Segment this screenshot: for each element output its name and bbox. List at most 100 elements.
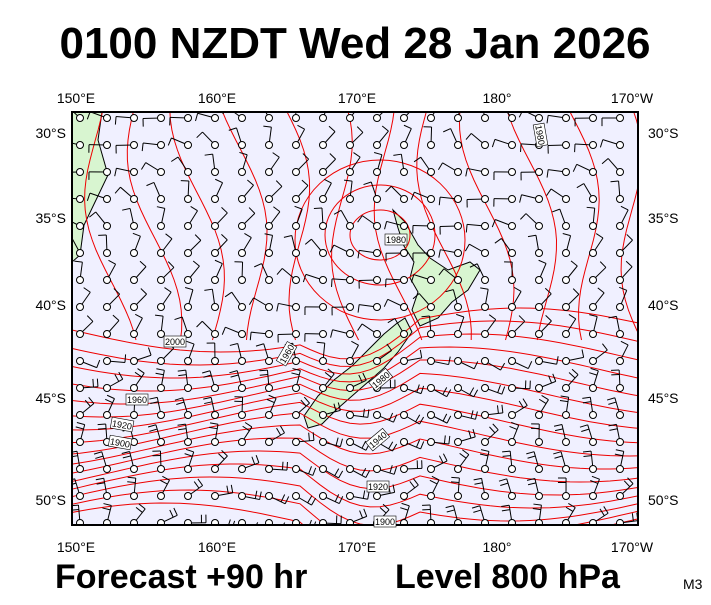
station	[347, 385, 354, 392]
station	[509, 169, 516, 176]
barb-flag	[259, 370, 267, 371]
lon-label: 170°E	[338, 539, 376, 555]
station	[455, 250, 462, 257]
station	[374, 493, 381, 500]
station	[320, 196, 327, 203]
level-label: Level 800 hPa	[395, 558, 621, 596]
station	[590, 169, 597, 176]
station	[239, 277, 246, 284]
station	[185, 115, 192, 122]
station	[212, 304, 219, 311]
station	[320, 304, 327, 311]
station	[617, 358, 624, 365]
barb-flag	[64, 237, 71, 241]
barb-flag	[611, 181, 619, 182]
station	[293, 169, 300, 176]
station	[131, 466, 138, 473]
station	[482, 331, 489, 338]
station	[482, 115, 489, 122]
station	[509, 412, 516, 419]
station	[77, 223, 84, 230]
station	[131, 493, 138, 500]
station	[374, 331, 381, 338]
station	[482, 358, 489, 365]
lon-label: 180°	[483, 90, 512, 106]
station	[77, 358, 84, 365]
station	[374, 250, 381, 257]
station	[563, 358, 570, 365]
station	[482, 304, 489, 311]
station	[158, 250, 165, 257]
station	[266, 196, 273, 203]
station	[455, 196, 462, 203]
station	[617, 385, 624, 392]
barb-flag	[422, 316, 430, 317]
station	[239, 115, 246, 122]
station	[266, 223, 273, 230]
station	[266, 493, 273, 500]
lat-label: 35°S	[648, 210, 679, 226]
station	[320, 439, 327, 446]
station	[77, 412, 84, 419]
lon-label: 170°W	[611, 90, 654, 106]
station	[536, 250, 543, 257]
lon-label: 150°E	[57, 90, 95, 106]
lon-label: 170°W	[611, 539, 654, 555]
station	[347, 277, 354, 284]
station	[347, 358, 354, 365]
station	[158, 439, 165, 446]
station	[590, 196, 597, 203]
station	[104, 331, 111, 338]
lat-label: 35°S	[35, 210, 66, 226]
station	[347, 169, 354, 176]
station	[509, 277, 516, 284]
station	[617, 115, 624, 122]
station	[239, 466, 246, 473]
lat-label: 50°S	[35, 492, 66, 508]
station	[401, 331, 408, 338]
station	[104, 196, 111, 203]
station	[617, 169, 624, 176]
station	[320, 358, 327, 365]
station	[320, 385, 327, 392]
station	[590, 277, 597, 284]
station	[239, 169, 246, 176]
station	[590, 493, 597, 500]
station	[374, 223, 381, 230]
station	[131, 115, 138, 122]
station	[104, 304, 111, 311]
barb-flag	[454, 99, 462, 101]
station	[482, 223, 489, 230]
station	[77, 385, 84, 392]
station	[590, 358, 597, 365]
contour-label: 1900	[374, 516, 396, 527]
barb-flag	[521, 144, 522, 152]
lon-label: 160°E	[198, 90, 236, 106]
station	[401, 358, 408, 365]
station	[266, 169, 273, 176]
station	[158, 169, 165, 176]
contour-label: 1980	[385, 234, 407, 245]
station	[536, 466, 543, 473]
station	[617, 250, 624, 257]
station	[482, 250, 489, 257]
barb-flag	[98, 429, 106, 430]
station	[428, 142, 435, 149]
station	[158, 223, 165, 230]
station	[293, 466, 300, 473]
station	[536, 277, 543, 284]
station	[563, 196, 570, 203]
station	[320, 412, 327, 419]
station	[563, 277, 570, 284]
contour-label-text: 1900	[375, 517, 395, 527]
station	[77, 493, 84, 500]
station	[77, 142, 84, 149]
station	[455, 439, 462, 446]
station	[374, 115, 381, 122]
barb-flag	[332, 279, 333, 287]
station	[293, 277, 300, 284]
barb-flag	[61, 198, 62, 206]
station	[401, 277, 408, 284]
station	[293, 385, 300, 392]
station	[590, 142, 597, 149]
